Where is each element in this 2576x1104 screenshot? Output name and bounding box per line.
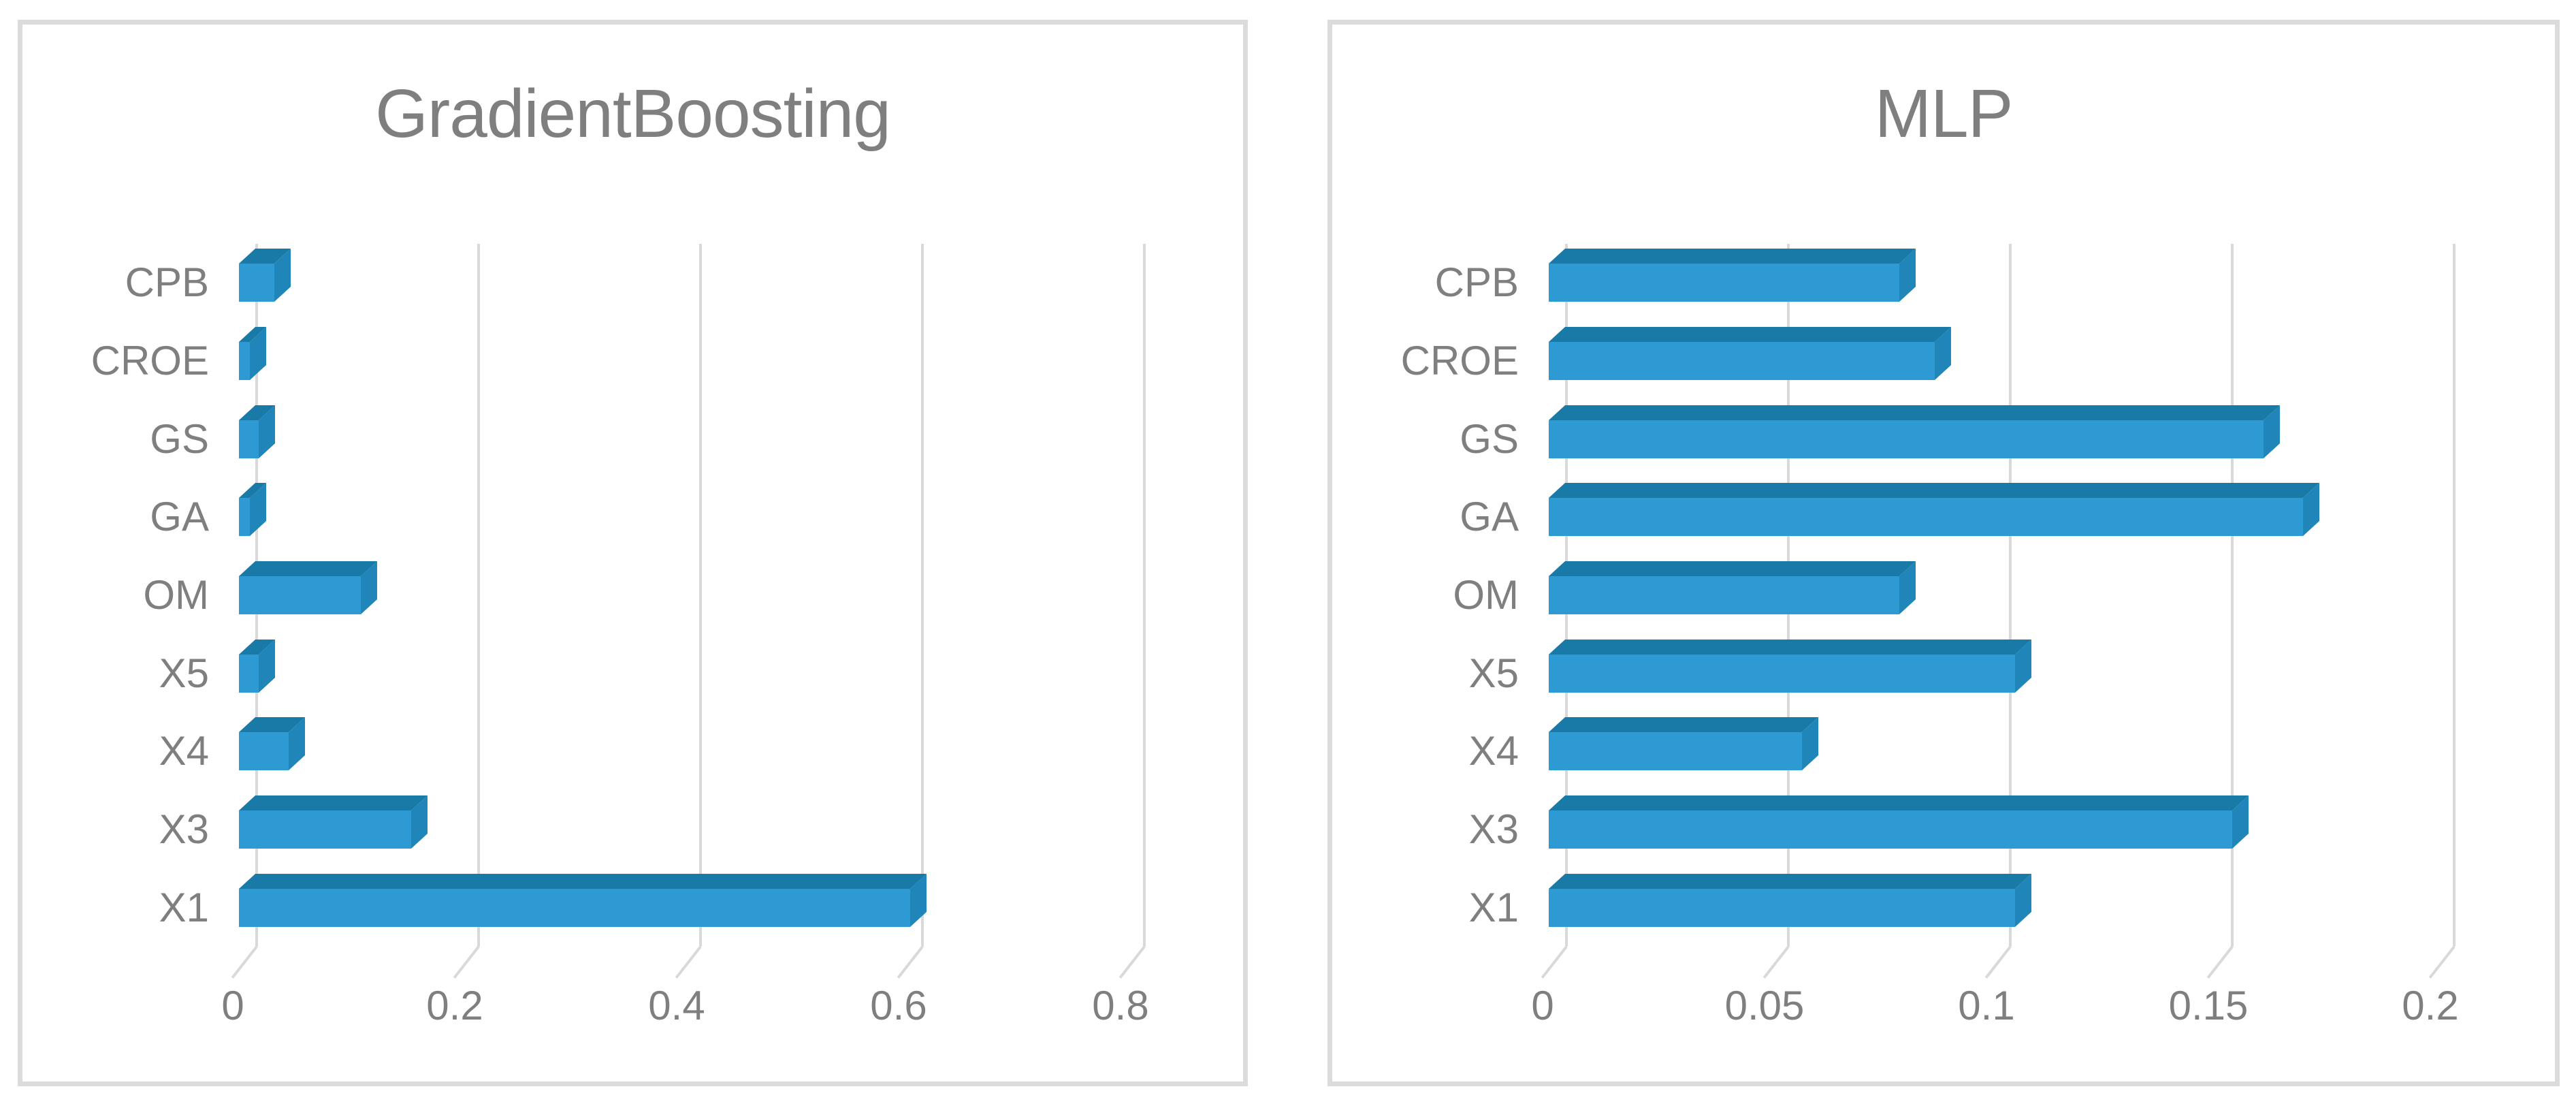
bar-gs-top (1549, 405, 2280, 420)
category-label-x3: X3 (1468, 806, 1519, 852)
category-label-ga: GA (150, 494, 209, 540)
bar-x4-top (1549, 717, 1818, 733)
category-label-om: OM (1453, 572, 1519, 618)
x-tick-label: 0.15 (2168, 983, 2249, 1028)
category-label-x5: X5 (159, 650, 209, 696)
gridline-foot (1984, 945, 2012, 979)
category-label-x4: X4 (1468, 728, 1519, 774)
x-tick-label: 0.4 (648, 983, 705, 1028)
plot-area-mlp: 0 0.05 0.1 0.15 0.2 CPB CROE GS GA OM X5 X4 X3 X1 (1401, 244, 2459, 1028)
category-label-x3: X3 (159, 806, 209, 852)
chart-title-gradientboosting: GradientBoosting (375, 76, 891, 152)
bar-x3-top (239, 795, 428, 810)
gridline-foot (453, 945, 480, 979)
category-label-x1: X1 (1468, 884, 1519, 930)
bar-croe-front (1549, 342, 1935, 380)
chart-panel-mlp: MLP 0 0.05 0.1 0.15 0.2 CPB CROE GS GA OM X5 X4 X3 X1 (1327, 20, 2560, 1086)
x-tick-label: 0 (221, 983, 244, 1028)
gridline-foot (1541, 945, 1568, 979)
category-label-x1: X1 (159, 884, 209, 930)
gridline (2453, 244, 2456, 947)
bar-ga-top (1549, 483, 2320, 499)
bar-cpb-top (1549, 249, 1916, 264)
gridline (699, 244, 702, 947)
bar-croe-front (239, 342, 251, 380)
chart-title-mlp: MLP (1874, 76, 2014, 152)
x-tick-label: 0.8 (1092, 983, 1149, 1028)
x-tick-label: 0 (1531, 983, 1554, 1028)
gridline (477, 244, 480, 947)
bar-cpb-front (239, 264, 275, 302)
bar-x1-front (239, 888, 911, 927)
gridline (2009, 244, 2012, 947)
gridline (921, 244, 924, 947)
category-label-x4: X4 (159, 728, 209, 774)
bar-om-top (239, 561, 378, 576)
bar-x1-top (239, 873, 927, 889)
category-label-ga: GA (1460, 494, 1519, 540)
bar-gs-front (239, 420, 259, 458)
bar-x5-front (239, 654, 259, 693)
gridline-foot (1762, 945, 1790, 979)
chart-panel-gradientboosting: GradientBoosting 0 0.2 0.4 0.6 0.8 CPB CROE GS G… (18, 20, 1248, 1086)
category-label-croe: CROE (1400, 338, 1519, 383)
x-tick-label: 0.05 (1724, 983, 1805, 1028)
gridline (1143, 244, 1146, 947)
bar-om-top (1549, 561, 1916, 576)
bar-x3-front (1549, 810, 2233, 849)
x-tick-label: 0.1 (1958, 983, 2015, 1028)
bar-x5-top (1549, 639, 2031, 654)
category-label-croe: CROE (91, 338, 209, 383)
bar-x3-front (239, 810, 411, 849)
bar-cpb-front (1549, 264, 1900, 302)
bar-om-front (239, 576, 361, 614)
bar-x3-top (1549, 795, 2249, 810)
bar-croe-top (1549, 327, 1952, 342)
category-label-cpb: CPB (125, 259, 209, 306)
gridline-foot (231, 945, 258, 979)
bar-om-front (1549, 576, 1900, 614)
bar-ga-front (1549, 498, 2304, 537)
bar-x1-top (1549, 873, 2031, 889)
bar-x4-front (1549, 732, 1802, 771)
category-label-om: OM (143, 572, 209, 618)
category-label-gs: GS (1460, 415, 1519, 462)
category-label-x5: X5 (1468, 650, 1519, 696)
x-tick-label: 0.2 (2402, 983, 2459, 1028)
gridline-foot (1118, 945, 1146, 979)
category-label-gs: GS (150, 415, 209, 462)
x-tick-label: 0.6 (870, 983, 927, 1028)
gridline (2231, 244, 2234, 947)
bar-x5-front (1549, 654, 2015, 693)
gridline-foot (2206, 945, 2234, 979)
bar-x1-front (1549, 888, 2015, 927)
gridline-foot (675, 945, 702, 979)
bar-ga-front (239, 498, 251, 537)
bar-x4-front (239, 732, 289, 771)
gridline-foot (897, 945, 924, 979)
category-label-cpb: CPB (1434, 259, 1519, 306)
gridline-foot (2428, 945, 2456, 979)
plot-area-gradientboosting: 0 0.2 0.4 0.6 0.8 CPB CROE GS GA OM X5 X4 X3 X1 (91, 244, 1149, 1028)
x-tick-label: 0.2 (426, 983, 483, 1028)
bar-gs-front (1549, 420, 2264, 458)
